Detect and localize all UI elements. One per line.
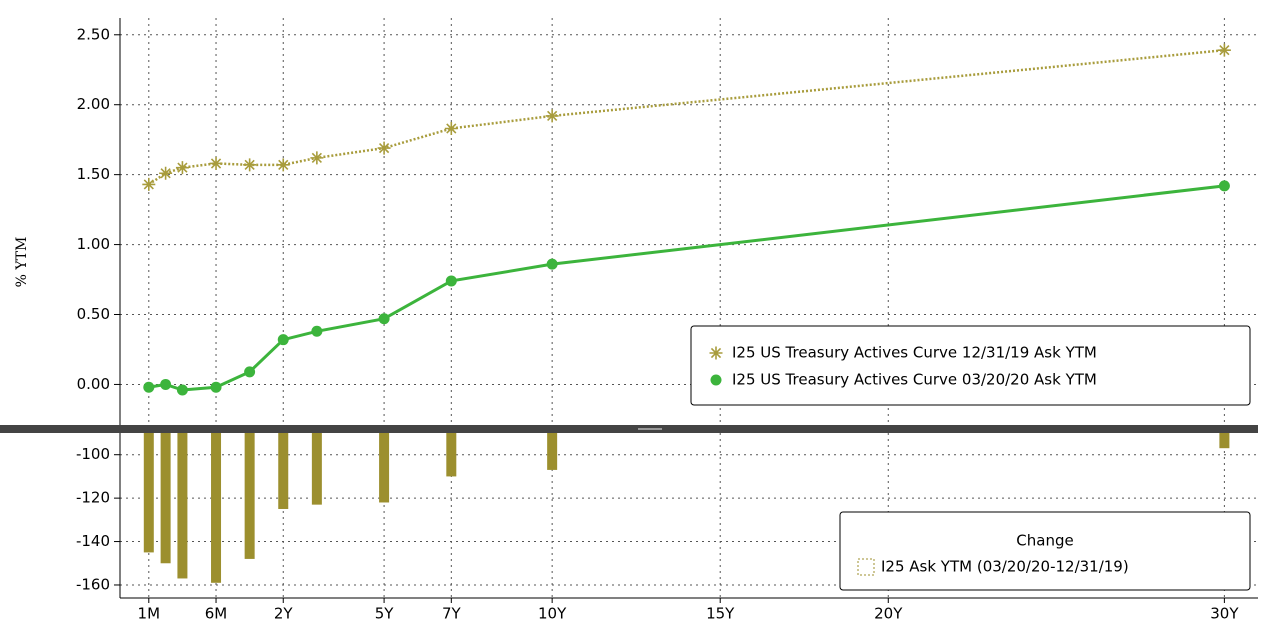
y-axis-label: % YTM [14, 237, 30, 288]
x-tick-label: 1M [138, 605, 161, 623]
y-tick-label: 0.50 [77, 305, 110, 323]
legend-box [839, 511, 1251, 591]
point [311, 325, 323, 337]
point [545, 109, 559, 123]
bar [211, 433, 222, 583]
bar [244, 433, 255, 559]
x-tick-label: 5Y [375, 605, 395, 623]
point [710, 374, 722, 386]
point [159, 166, 173, 180]
point [377, 141, 391, 155]
x-tick-label: 30Y [1210, 605, 1239, 623]
x-tick-label: 2Y [274, 605, 294, 623]
x-tick-label: 7Y [442, 605, 462, 623]
point [277, 334, 289, 346]
point [546, 258, 558, 270]
point [276, 158, 290, 172]
y-tick-label: 1.50 [77, 165, 110, 183]
legend-label: I25 US Treasury Actives Curve 03/20/20 A… [732, 371, 1097, 389]
point [176, 384, 188, 396]
bar [1219, 433, 1230, 449]
x-tick-label: 6M [205, 605, 228, 623]
bar [446, 433, 457, 477]
legend-label: I25 US Treasury Actives Curve 12/31/19 A… [732, 344, 1097, 362]
panel-separator [0, 425, 1258, 433]
y-tick-label: -120 [76, 489, 110, 507]
point [1217, 43, 1231, 57]
bar [177, 433, 188, 579]
point [142, 177, 156, 191]
point [310, 151, 324, 165]
point [209, 156, 223, 170]
x-tick-label: 20Y [874, 605, 903, 623]
point [244, 366, 256, 378]
x-tick-label: 10Y [538, 605, 567, 623]
x-tick-label: 15Y [706, 605, 735, 623]
bar [160, 433, 171, 564]
y-tick-label: 2.50 [77, 25, 110, 43]
point [160, 378, 172, 390]
legend-label: I25 Ask YTM (03/20/20-12/31/19) [881, 558, 1129, 576]
bar [311, 433, 322, 505]
bar [379, 433, 390, 503]
y-tick-label: -160 [76, 575, 110, 593]
point [378, 313, 390, 325]
point [445, 275, 457, 287]
point [709, 346, 723, 360]
bar [547, 433, 558, 470]
legend-box [690, 325, 1251, 406]
point [210, 381, 222, 393]
y-tick-label: -100 [76, 445, 110, 463]
y-tick-label: 0.00 [77, 375, 110, 393]
bar [278, 433, 289, 509]
legend-title: Change [1016, 532, 1073, 550]
point [143, 381, 155, 393]
series-line [148, 48, 1225, 186]
bar [143, 433, 154, 553]
point [175, 161, 189, 175]
point [1218, 180, 1230, 192]
y-tick-label: -140 [76, 532, 110, 550]
legend-swatch [857, 558, 875, 576]
point [444, 121, 458, 135]
y-tick-label: 1.00 [77, 235, 110, 253]
point [243, 158, 257, 172]
y-tick-label: 2.00 [77, 95, 110, 113]
